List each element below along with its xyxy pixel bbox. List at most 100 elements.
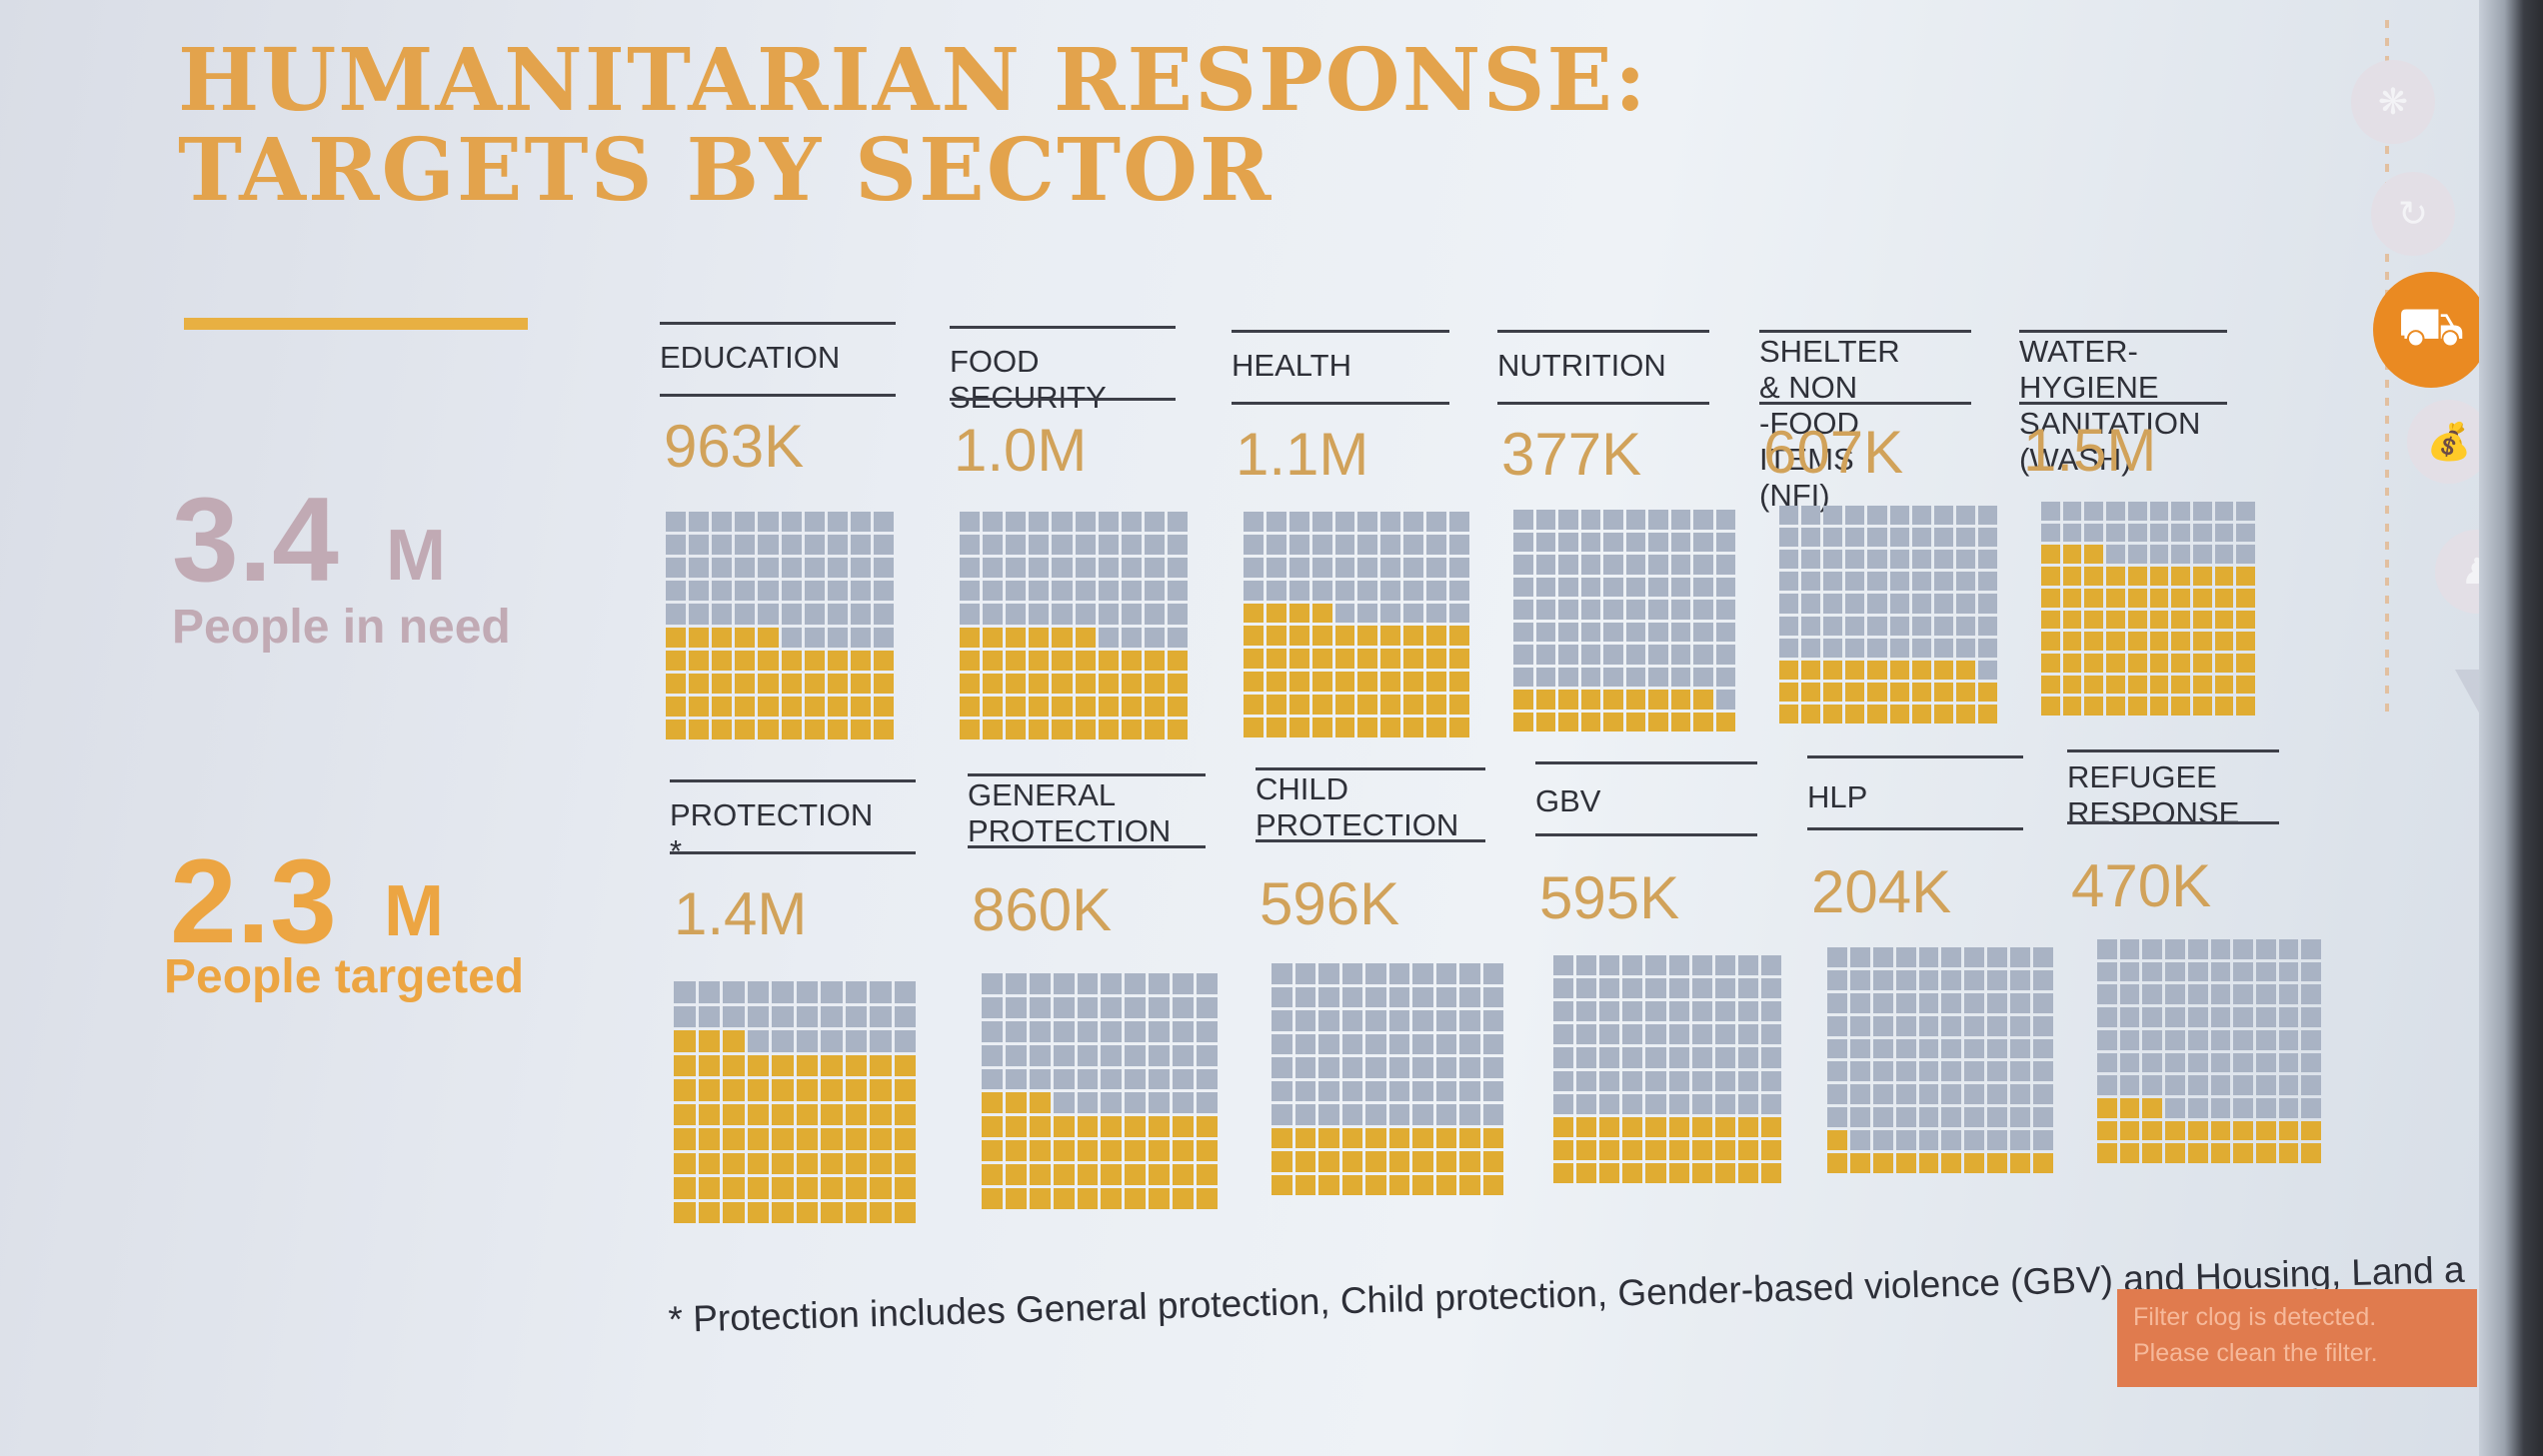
waffle-cell-empty	[1121, 535, 1142, 556]
waffle-cell-empty	[1668, 1047, 1689, 1068]
waffle-cell-empty	[2149, 502, 2169, 521]
waffle-cell-filled	[1098, 719, 1119, 739]
waffle-cell-empty	[1827, 1061, 1847, 1082]
sector-value: 595K	[1539, 864, 1680, 931]
waffle-cell-empty	[1964, 992, 1985, 1013]
waffle-cell-filled	[845, 1128, 867, 1150]
waffle-cell-empty	[1622, 955, 1643, 976]
waffle-cell-empty	[2010, 947, 2031, 967]
waffle-cell-empty	[2255, 1075, 2276, 1095]
waffle-cell-empty	[1599, 1001, 1620, 1022]
waffle-cell-empty	[1412, 1033, 1433, 1054]
waffle-cell-empty	[1670, 667, 1690, 687]
waffle-cell-filled	[1318, 1174, 1339, 1195]
waffle-cell-empty	[1006, 604, 1027, 625]
waffle-cell-empty	[2033, 947, 2053, 967]
waffle-cell-filled	[723, 1128, 745, 1150]
waffle-cell-empty	[1535, 645, 1555, 665]
money-bag-icon[interactable]: 💰	[2407, 400, 2491, 484]
waffle-cell-filled	[1691, 1116, 1712, 1137]
waffle-cell-filled	[2236, 675, 2255, 695]
waffle-cell-empty	[2142, 1007, 2163, 1027]
waffle-cell-filled	[1625, 712, 1645, 731]
waffle-cell-empty	[1691, 1001, 1712, 1022]
waffle-cell-empty	[1513, 555, 1533, 575]
waffle-cell-filled	[735, 696, 756, 717]
filter-warning-line-1: Filter clog is detected.	[2133, 1303, 2377, 1331]
waffle-cell-filled	[1714, 1116, 1735, 1137]
waffle-cell-filled	[1334, 649, 1355, 670]
waffle-cell-empty	[1006, 581, 1027, 602]
waffle-cell-filled	[796, 1201, 818, 1223]
waffle-cell-empty	[1625, 622, 1645, 642]
waffle-cell-filled	[735, 627, 756, 648]
waffle-cell-filled	[2062, 545, 2082, 565]
waffle-cell-empty	[712, 535, 733, 556]
waffle-cell-empty	[1365, 1010, 1386, 1031]
waffle-cell-empty	[1889, 506, 1909, 526]
waffle-cell-empty	[2214, 502, 2234, 521]
waffle-cell-filled	[1977, 682, 1997, 702]
waffle-cell-empty	[1513, 600, 1533, 620]
waffle-cell-empty	[1964, 1084, 1985, 1105]
waffle-cell-empty	[2210, 1052, 2231, 1073]
waffle-cell-empty	[983, 604, 1004, 625]
waffle-cell-filled	[2062, 632, 2082, 651]
waffle-cell-empty	[2301, 1075, 2321, 1095]
waffle-cell-empty	[2192, 523, 2212, 543]
sun-icon[interactable]: ❋	[2351, 60, 2435, 144]
waffle-cell-empty	[1101, 1020, 1123, 1042]
waffle-cell-empty	[1318, 1033, 1339, 1054]
truck-icon[interactable]: ⛟	[2373, 272, 2489, 388]
waffle-cell-empty	[1558, 622, 1578, 642]
waffle-cell-filled	[1272, 1127, 1292, 1148]
waffle-cell-empty	[2165, 984, 2185, 1005]
waffle-cell-empty	[1625, 555, 1645, 575]
waffle-cell-empty	[1895, 1084, 1916, 1105]
waffle-cell-empty	[1645, 1070, 1666, 1091]
waffle-cell-empty	[1827, 1015, 1847, 1036]
waffle-cell-filled	[2119, 1120, 2140, 1141]
waffle-cell-empty	[1449, 534, 1469, 555]
waffle-cell-empty	[1272, 1057, 1292, 1078]
waffle-cell-filled	[1845, 682, 1865, 702]
waffle-cell-empty	[1334, 512, 1355, 532]
waffle-cell-filled	[894, 1201, 916, 1223]
waffle-cell-filled	[2187, 1143, 2208, 1163]
waffle-cell-empty	[1941, 1038, 1962, 1059]
refresh-icon[interactable]: ↻	[2371, 172, 2455, 256]
waffle-cell-empty	[1558, 510, 1578, 530]
waffle-cell-filled	[723, 1103, 745, 1125]
waffle-cell-empty	[1272, 1010, 1292, 1031]
waffle-cell-empty	[821, 1005, 843, 1027]
waffle-cell-empty	[1435, 1104, 1456, 1125]
waffle-cell-filled	[1288, 672, 1309, 693]
waffle-cell-filled	[2214, 697, 2234, 716]
waffle-chart	[1827, 947, 2053, 1173]
waffle-cell-filled	[1006, 673, 1027, 694]
waffle-cell-empty	[1933, 616, 1953, 636]
waffle-cell-empty	[1977, 550, 1997, 570]
waffle-cell-empty	[1645, 978, 1666, 999]
waffle-cell-empty	[1580, 622, 1600, 642]
waffle-cell-empty	[1311, 534, 1332, 555]
waffle-cell-filled	[1977, 704, 1997, 724]
waffle-cell-empty	[1648, 510, 1668, 530]
waffle-cell-filled	[1449, 649, 1469, 670]
waffle-cell-filled	[1895, 1153, 1916, 1173]
waffle-cell-empty	[1670, 577, 1690, 597]
waffle-cell-filled	[894, 1128, 916, 1150]
waffle-cell-filled	[2119, 1143, 2140, 1163]
waffle-cell-empty	[1125, 1092, 1147, 1114]
waffle-cell-empty	[2301, 1052, 2321, 1073]
waffle-cell-filled	[772, 1128, 794, 1150]
waffle-cell-filled	[2236, 610, 2255, 630]
waffle-cell-empty	[1388, 1080, 1409, 1101]
waffle-cell-empty	[1558, 532, 1578, 552]
waffle-cell-filled	[1889, 660, 1909, 680]
waffle-cell-filled	[2171, 610, 2190, 630]
waffle-cell-filled	[758, 627, 779, 648]
waffle-cell-filled	[827, 696, 848, 717]
sector-value: 860K	[972, 876, 1113, 943]
waffle-cell-empty	[1622, 1024, 1643, 1045]
